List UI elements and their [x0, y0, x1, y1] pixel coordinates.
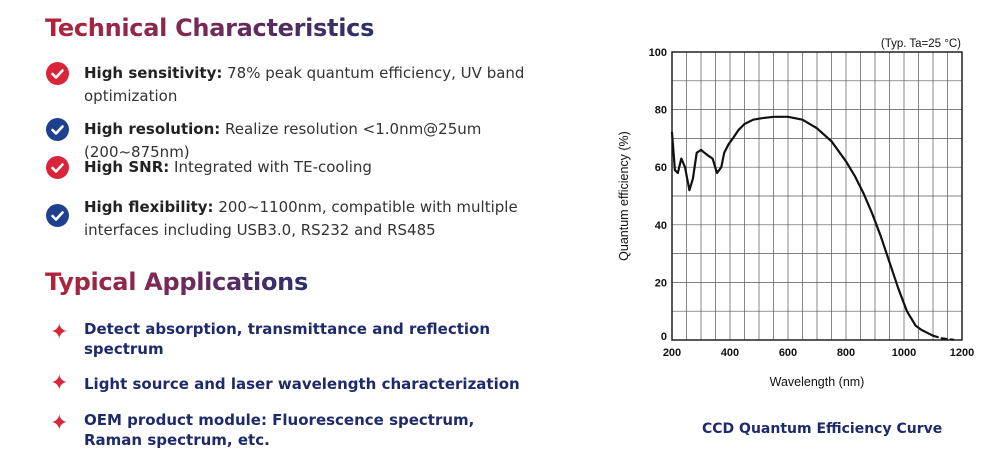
characteristic-item: High resolution: Realize resolution <1.0… [46, 118, 606, 161]
characteristic-text: High sensitivity: 78% peak quantum effic… [84, 62, 584, 108]
typical-applications-title: Typical Applications [45, 268, 308, 296]
characteristic-text: High resolution: Realize resolution <1.0… [84, 118, 584, 164]
characteristic-item: High sensitivity: 78% peak quantum effic… [46, 62, 606, 108]
qe-curve-extrapolated [931, 334, 955, 341]
characteristic-text: High SNR: Integrated with TE-cooling [84, 156, 584, 179]
technical-characteristics-title: Technical Characteristics [45, 14, 375, 42]
y-tick-label: 0 [661, 331, 667, 343]
x-axis-label: Wavelength (nm) [770, 375, 865, 389]
characteristic-item: High SNR: Integrated with TE-cooling [46, 156, 606, 179]
check-icon [46, 204, 69, 227]
quantum-efficiency-chart: 200 400 600 800 1000 1200 0 20 40 60 80 100 Waveleng… [617, 38, 974, 389]
x-tick-label: 200 [663, 347, 681, 359]
y-axis-label: Quantum efficiency (%) [617, 131, 631, 261]
application-item: ✦ OEM product module: Fluorescence spect… [46, 410, 566, 450]
x-tick-label: 600 [779, 347, 797, 359]
star-icon: ✦ [50, 320, 69, 345]
y-tick-label: 80 [655, 105, 667, 117]
application-text: Detect absorption, transmittance and ref… [84, 320, 491, 358]
y-tick-label: 100 [649, 47, 667, 59]
characteristic-desc: Realize resolution <1.0nm@25um (200~875n… [84, 120, 482, 161]
application-item: ✦ Light source and laser wavelength char… [46, 371, 566, 396]
check-icon [46, 118, 69, 141]
characteristic-label: High SNR: [84, 158, 170, 176]
characteristic-item: High flexibility: 200~1100nm, compatible… [46, 196, 606, 242]
y-tick-label: 60 [655, 162, 667, 174]
characteristic-label: High resolution: [84, 120, 221, 138]
check-icon [46, 156, 69, 179]
x-tick-label: 1200 [950, 347, 974, 359]
star-icon: ✦ [50, 411, 69, 436]
characteristic-desc: 78% peak quantum efficiency, UV band opt… [84, 64, 525, 105]
application-item: ✦ Detect absorption, transmittance and r… [46, 319, 566, 359]
check-icon [46, 62, 69, 85]
star-icon: ✦ [50, 371, 69, 396]
characteristic-desc: 200~1100nm, compatible with multiple int… [84, 198, 518, 239]
plot-frame [671, 51, 963, 341]
x-tick-label: 800 [837, 347, 855, 359]
x-tick-label: 400 [721, 347, 739, 359]
characteristic-text: High flexibility: 200~1100nm, compatible… [84, 196, 584, 242]
y-tick-label: 40 [655, 220, 667, 232]
characteristic-label: High flexibility: [84, 198, 214, 216]
characteristic-label: High sensitivity: [84, 64, 223, 82]
chart-caption: CCD Quantum Efficiency Curve [702, 421, 943, 437]
characteristic-desc: Integrated with TE-cooling [169, 158, 372, 176]
x-tick-label: 1000 [892, 347, 916, 359]
application-text: Light source and laser wavelength charac… [84, 375, 520, 393]
chart-annotation: (Typ. Ta=25 °C) [881, 38, 961, 50]
y-tick-label: 20 [655, 277, 667, 289]
qe-curve [670, 115, 935, 337]
application-text: OEM product module: Fluorescence spectru… [84, 411, 475, 449]
